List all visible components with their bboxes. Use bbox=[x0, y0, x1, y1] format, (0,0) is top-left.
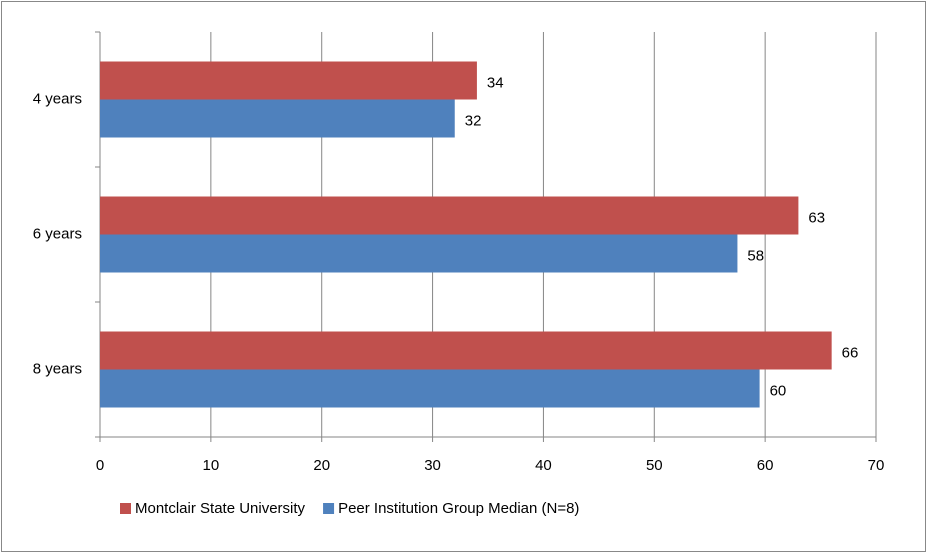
legend-label: Peer Institution Group Median (N=8) bbox=[338, 500, 579, 517]
x-tick-label: 70 bbox=[868, 457, 885, 474]
x-tick-label: 20 bbox=[313, 457, 330, 474]
value-label: 58 bbox=[747, 247, 764, 264]
value-label: 63 bbox=[808, 209, 825, 226]
x-tick-label: 40 bbox=[535, 457, 552, 474]
legend-label: Montclair State University bbox=[135, 500, 306, 517]
bar bbox=[100, 369, 760, 408]
x-tick-label: 30 bbox=[424, 457, 441, 474]
legend-swatch bbox=[120, 503, 131, 514]
y-tick-label: 8 years bbox=[33, 360, 82, 377]
value-label: 60 bbox=[770, 382, 787, 399]
bar bbox=[100, 196, 799, 235]
legend-swatch bbox=[323, 503, 335, 514]
y-tick-label: 4 years bbox=[33, 90, 82, 107]
x-tick-label: 0 bbox=[96, 457, 104, 474]
x-tick-label: 60 bbox=[757, 457, 774, 474]
bar bbox=[100, 99, 455, 138]
value-label: 32 bbox=[465, 112, 482, 129]
bar bbox=[100, 234, 738, 273]
value-label: 34 bbox=[487, 74, 504, 91]
bar bbox=[100, 61, 477, 100]
bar bbox=[100, 331, 832, 370]
x-tick-label: 50 bbox=[646, 457, 663, 474]
y-tick-label: 6 years bbox=[33, 225, 82, 242]
x-tick-label: 10 bbox=[203, 457, 220, 474]
value-label: 66 bbox=[842, 344, 859, 361]
